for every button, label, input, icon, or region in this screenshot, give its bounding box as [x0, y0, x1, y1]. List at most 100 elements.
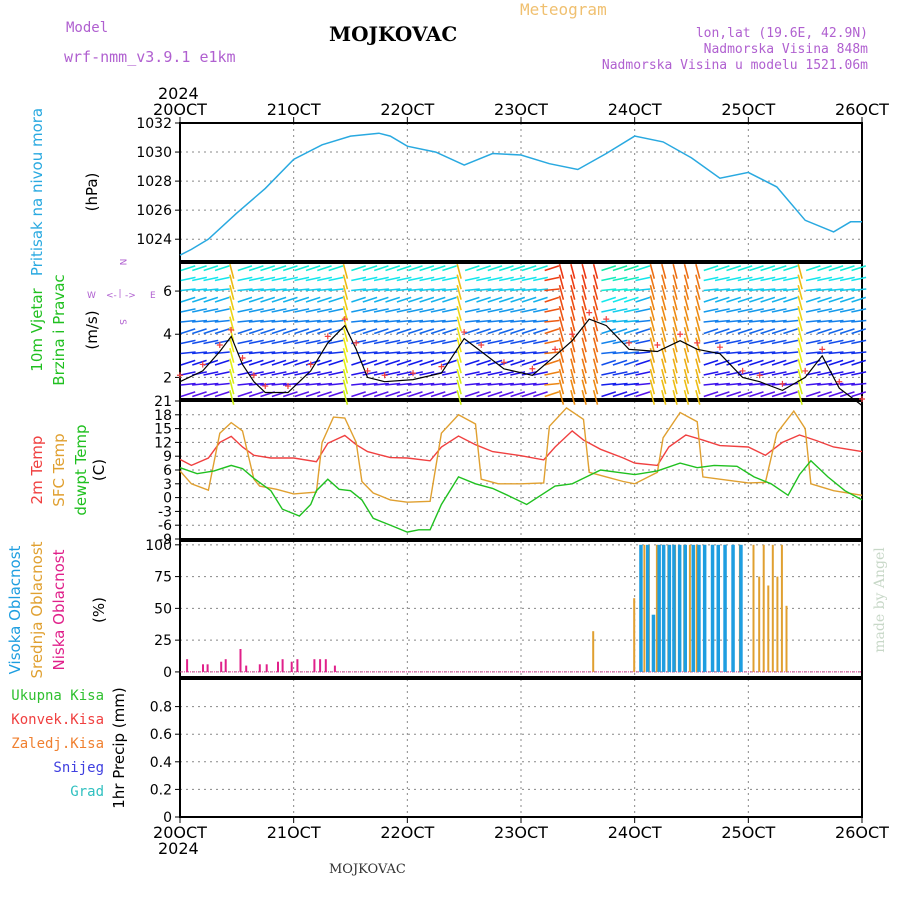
- wind-arrow: [442, 339, 458, 345]
- wind-arrow: [797, 368, 803, 384]
- wind-arrow: [623, 308, 639, 313]
- wind-arrow: [783, 265, 798, 272]
- wind-arrow: [851, 319, 867, 323]
- wind-arrow: [192, 391, 207, 398]
- wind-arrow: [430, 339, 446, 345]
- wind-arrow: [203, 351, 219, 355]
- wind-arrow: [260, 339, 276, 345]
- wind-arrow: [342, 347, 349, 363]
- x-tick-label-bottom: 22OCT: [380, 823, 434, 842]
- wind-arrow: [703, 382, 719, 386]
- wind-arrow: [714, 391, 730, 398]
- wind-arrow: [342, 358, 349, 374]
- gust-marker: [756, 372, 763, 379]
- wind-arrow: [476, 382, 492, 386]
- wind-arrow: [533, 351, 549, 355]
- pressure-line: [179, 132, 862, 256]
- wind-arrow: [510, 328, 526, 335]
- wind-arrow: [533, 296, 548, 303]
- cloud-bar-low: [319, 659, 322, 672]
- wind-arrow: [260, 382, 276, 386]
- wind-arrow: [362, 391, 378, 398]
- wind-arrow: [342, 305, 349, 321]
- wind-arrow: [714, 308, 730, 313]
- wind-arrow: [456, 295, 462, 311]
- wind-arrow: [305, 296, 321, 303]
- wind-arrow: [260, 351, 276, 355]
- wind-arrow: [342, 379, 349, 395]
- wind-arrow: [805, 276, 821, 282]
- wind-arrow: [661, 347, 667, 363]
- cloud-bar-mid: [655, 544, 658, 672]
- wind-arrow: [396, 371, 412, 376]
- precip-unit-label: 1hr Precip (mm): [110, 687, 128, 808]
- wind-arrow: [305, 351, 321, 355]
- panel-frame: [179, 262, 863, 400]
- wind-arrow: [229, 284, 235, 300]
- wind-arrow: [695, 379, 701, 395]
- gust-marker: [410, 370, 417, 377]
- wind-arrow: [237, 391, 253, 398]
- wind-arrow: [817, 339, 833, 345]
- wind-arrow: [192, 359, 207, 366]
- wind-arrow: [385, 391, 401, 398]
- wind-arrow: [260, 296, 276, 303]
- wind-arrow: [305, 276, 321, 282]
- y-tick-label: 0: [163, 810, 172, 826]
- wind-arrow: [476, 359, 491, 366]
- wind-arrow: [203, 288, 219, 292]
- wind-arrow: [771, 371, 787, 376]
- wind-arrow: [783, 288, 799, 292]
- wind-arrow: [328, 288, 344, 292]
- wind-arrow: [601, 359, 617, 366]
- wind-arrow: [695, 316, 701, 332]
- wind-arrow: [498, 351, 514, 355]
- wind-arrow: [385, 276, 401, 282]
- wind-arrow: [214, 308, 230, 313]
- wind-arrow: [683, 274, 690, 290]
- wind-arrow: [533, 319, 549, 323]
- gust-marker: [819, 346, 826, 353]
- wind-arrow: [408, 359, 423, 366]
- x-tick-label-bottom: 25OCT: [721, 823, 775, 842]
- wind-arrow: [737, 382, 753, 386]
- wind-arrow: [570, 358, 576, 374]
- wind-arrow: [214, 359, 230, 366]
- wind-arrow: [828, 382, 844, 386]
- wind-arrow: [783, 328, 798, 335]
- gust-marker: [552, 346, 559, 353]
- gust-marker: [284, 383, 291, 390]
- wind-arrow: [487, 391, 503, 398]
- wind-arrow: [430, 382, 446, 386]
- wind-arrow: [248, 288, 264, 292]
- wind-arrow: [498, 382, 514, 386]
- x-tick-label-top: 26OCT: [835, 100, 889, 119]
- gust-marker: [461, 329, 468, 336]
- wind-arrow: [430, 308, 446, 313]
- y-tick-label: 18: [154, 408, 172, 424]
- wind-arrow: [726, 359, 742, 366]
- wind-arrow: [783, 308, 799, 313]
- wind-arrow: [695, 263, 701, 279]
- wind-arrow: [544, 308, 560, 313]
- wind-arrow: [851, 288, 867, 292]
- wind-arrow: [294, 371, 310, 376]
- wind-arrow: [342, 326, 349, 342]
- wind-arrow: [521, 351, 537, 355]
- cloud-bar-high: [731, 544, 735, 672]
- wind-arrow: [649, 274, 656, 290]
- wind-arrow: [248, 339, 264, 345]
- wind-arrow: [373, 359, 389, 366]
- wind-arrow: [237, 328, 253, 335]
- wind-arrow: [294, 339, 310, 345]
- wind-arrow: [635, 359, 651, 366]
- wind-arrow: [760, 288, 776, 292]
- wind-arrow: [533, 382, 549, 386]
- wind-arrow: [229, 347, 235, 363]
- wind-arrow: [305, 319, 321, 323]
- model-elevation-label: Nadmorska Visina u modelu 1521.06m: [601, 58, 868, 73]
- gust-marker: [353, 339, 360, 346]
- wind-arrow: [635, 296, 651, 303]
- wind-arrow: [703, 328, 719, 335]
- wind-arrow: [544, 339, 560, 345]
